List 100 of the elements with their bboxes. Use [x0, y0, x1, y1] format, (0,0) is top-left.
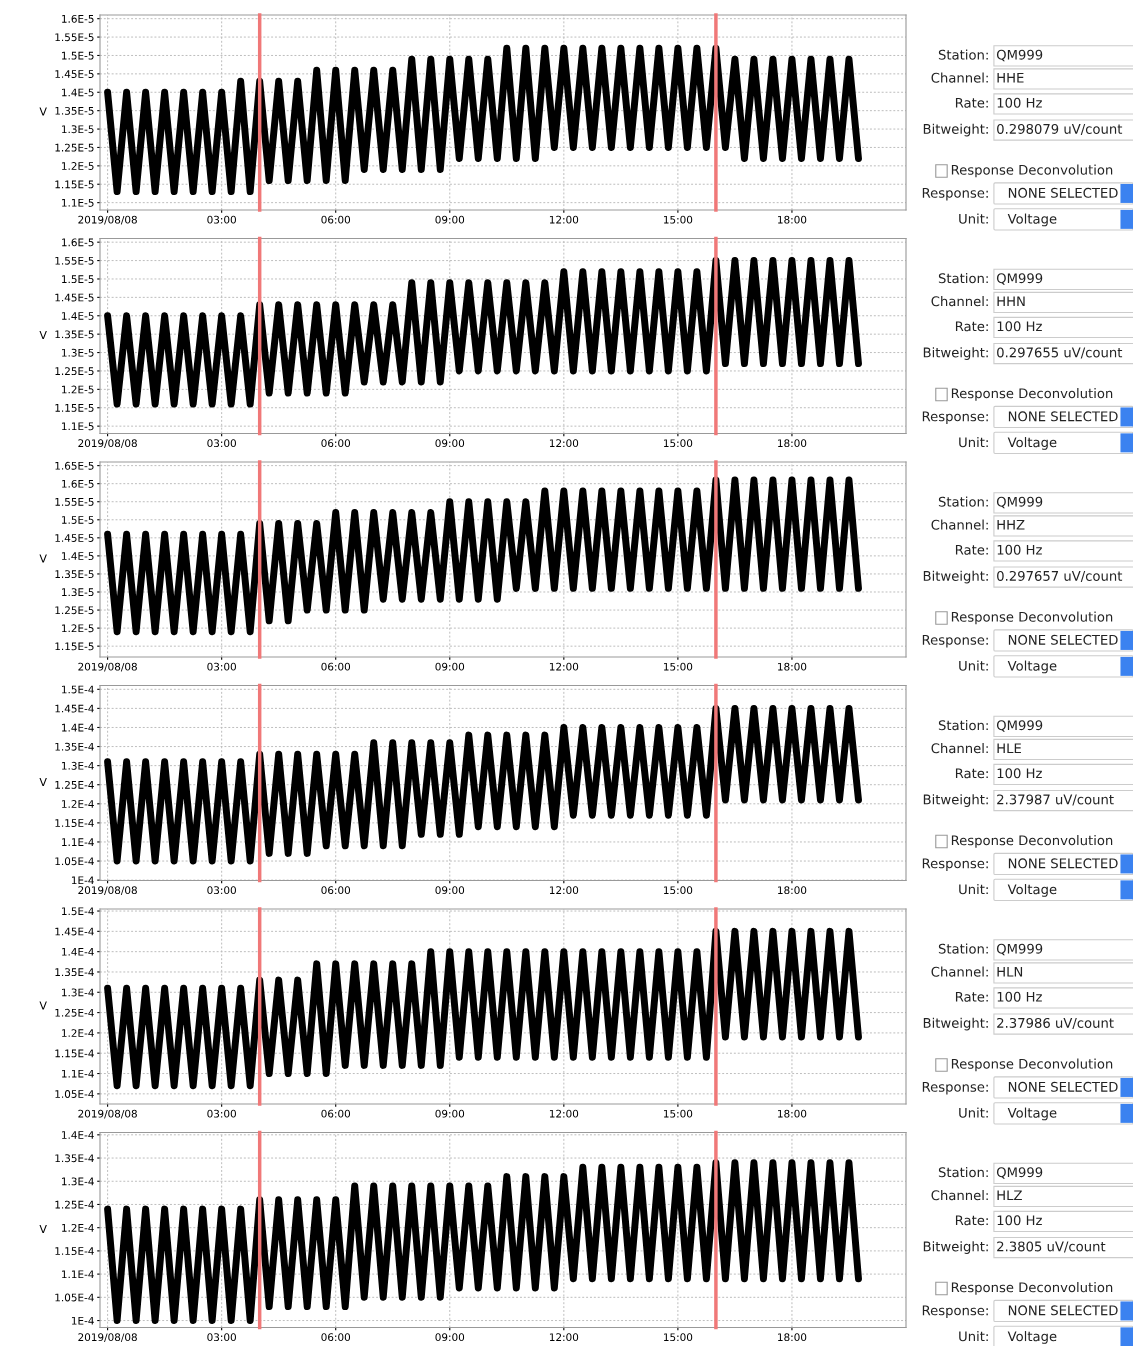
- y-tick-label: 1.5E-5: [62, 275, 94, 284]
- y-tick-label: 1.15E-4: [55, 1049, 94, 1058]
- text: NONE SELECTED: [1008, 1305, 1118, 1316]
- x-tick-label: 09:00: [435, 1333, 465, 1342]
- text: QM999: [996, 1167, 1043, 1179]
- y-tick-label: 1.25E-4: [55, 1200, 94, 1209]
- x-tick-label: 03:00: [207, 215, 236, 224]
- text: Channel:: [931, 966, 988, 977]
- x-tick-label: 18:00: [778, 439, 807, 448]
- y-tick-label: 1.4E-5: [62, 312, 94, 320]
- y-tick-label: 1.35E-4: [55, 968, 94, 977]
- text: Channel:: [931, 743, 988, 754]
- text: Response Deconvolution: [951, 1058, 1113, 1072]
- x-tick-label: 06:00: [321, 886, 351, 895]
- text: 100 Hz: [997, 991, 1042, 1002]
- x-tick-label: 12:00: [549, 1333, 579, 1342]
- y-tick-label: 1.35E-4: [55, 1154, 94, 1163]
- text: Response Deconvolution: [951, 388, 1113, 401]
- y-tick-label: 1.15E-4: [55, 1247, 94, 1255]
- y-tick-label: 1.5E-4: [62, 907, 94, 916]
- x-tick-label: 12:00: [549, 215, 579, 224]
- text: Response Deconvolution: [951, 164, 1113, 178]
- text: Response:: [922, 1305, 988, 1318]
- text: Channel:: [931, 1190, 988, 1201]
- text: QM999: [996, 49, 1043, 62]
- text: Response Deconvolution: [951, 1282, 1113, 1295]
- x-tick-label: 15:00: [664, 662, 693, 671]
- x-tick-label: 15:00: [664, 1333, 693, 1342]
- y-tick-label: 1.6E-5: [62, 479, 94, 488]
- y-tick-label: 1.1E-4: [62, 1069, 94, 1078]
- x-tick-label: 03:00: [207, 1109, 236, 1118]
- y-tick-label: 1.25E-4: [55, 780, 94, 789]
- y-tick-label: 1.45E-4: [55, 704, 94, 713]
- text: 2.37986 uV/count: [997, 1017, 1114, 1029]
- text: Bitweight:: [923, 347, 988, 360]
- text: HLZ: [997, 1190, 1022, 1201]
- y-tick-label: 1.35E-5: [55, 330, 94, 339]
- text: Rate:: [955, 97, 988, 108]
- text: Voltage: [1007, 1331, 1057, 1344]
- text: Voltage: [1007, 660, 1057, 674]
- x-tick-label: 18:00: [778, 215, 807, 224]
- y-tick-label: 1.65E-5: [55, 461, 94, 470]
- x-tick-label: 09:00: [435, 439, 465, 448]
- y-tick-label: 1.1E-4: [62, 1270, 94, 1279]
- y-tick-label: 1.4E-4: [62, 948, 94, 956]
- text: Bitweight:: [923, 1241, 988, 1254]
- text: Rate:: [955, 991, 988, 1002]
- y-axis-title: V: [39, 1224, 47, 1234]
- text: Unit:: [959, 213, 988, 224]
- x-tick-label: 18:00: [778, 1109, 807, 1118]
- y-tick-label: 1.25E-5: [55, 606, 94, 615]
- y-tick-label: 1.2E-4: [62, 1223, 94, 1232]
- x-tick-label: 2019/08/08: [78, 215, 137, 225]
- text: Station:: [938, 719, 988, 731]
- y-tick-label: 1.4E-4: [62, 723, 94, 732]
- y-tick-label: 1.1E-4: [62, 838, 94, 846]
- x-tick-label: 03:00: [207, 1333, 236, 1342]
- text: Voltage: [1007, 437, 1057, 450]
- text: Voltage: [1007, 1107, 1057, 1121]
- x-tick-label: 06:00: [321, 439, 351, 448]
- text: 100 Hz: [997, 321, 1042, 332]
- text: Bitweight:: [923, 123, 988, 137]
- y-tick-label: 1.45E-5: [55, 293, 94, 302]
- text: HHZ: [997, 519, 1025, 530]
- y-tick-label: 1.2E-4: [62, 800, 94, 808]
- x-tick-label: 15:00: [664, 1109, 693, 1118]
- y-tick-label: 1.05E-4: [55, 1293, 94, 1302]
- y-tick-label: 1.1E-5: [62, 199, 94, 207]
- x-tick-label: 06:00: [321, 662, 351, 671]
- x-tick-label: 03:00: [207, 439, 236, 448]
- y-tick-label: 1E-4: [71, 1316, 94, 1325]
- text: Bitweight:: [923, 794, 988, 807]
- x-tick-label: 09:00: [435, 1109, 465, 1118]
- y-tick-label: 1.1E-5: [62, 422, 94, 431]
- text: 100 Hz: [997, 768, 1042, 779]
- y-tick-label: 1.25E-5: [55, 143, 94, 152]
- text: Station:: [938, 49, 988, 60]
- y-tick-label: 1.2E-5: [62, 624, 94, 633]
- text: Station:: [938, 943, 988, 954]
- text: 0.298079 uV/count: [997, 123, 1123, 135]
- y-tick-label: 1.2E-5: [62, 162, 94, 170]
- y-tick-label: 1.2E-5: [62, 385, 94, 394]
- text: Response:: [922, 411, 988, 424]
- x-tick-label: 12:00: [549, 886, 579, 895]
- x-tick-label: 2019/08/08: [78, 662, 137, 672]
- text: Station:: [938, 496, 988, 507]
- text: HLN: [997, 966, 1023, 977]
- y-tick-label: 1.55E-5: [55, 33, 94, 42]
- y-tick-label: 1.05E-4: [55, 1090, 94, 1098]
- y-axis-title: V: [39, 330, 47, 340]
- text: 2.37987 uV/count: [997, 794, 1114, 806]
- x-tick-label: 06:00: [321, 1333, 351, 1342]
- x-tick-label: 03:00: [207, 886, 236, 895]
- y-tick-label: 1.55E-5: [55, 256, 94, 265]
- y-tick-label: 1.4E-5: [62, 552, 94, 560]
- y-tick-label: 1.6E-5: [62, 14, 94, 23]
- text: 100 Hz: [997, 544, 1042, 555]
- y-tick-label: 1.15E-5: [55, 180, 94, 189]
- text: Bitweight:: [923, 570, 988, 584]
- y-tick-label: 1.5E-4: [62, 685, 94, 694]
